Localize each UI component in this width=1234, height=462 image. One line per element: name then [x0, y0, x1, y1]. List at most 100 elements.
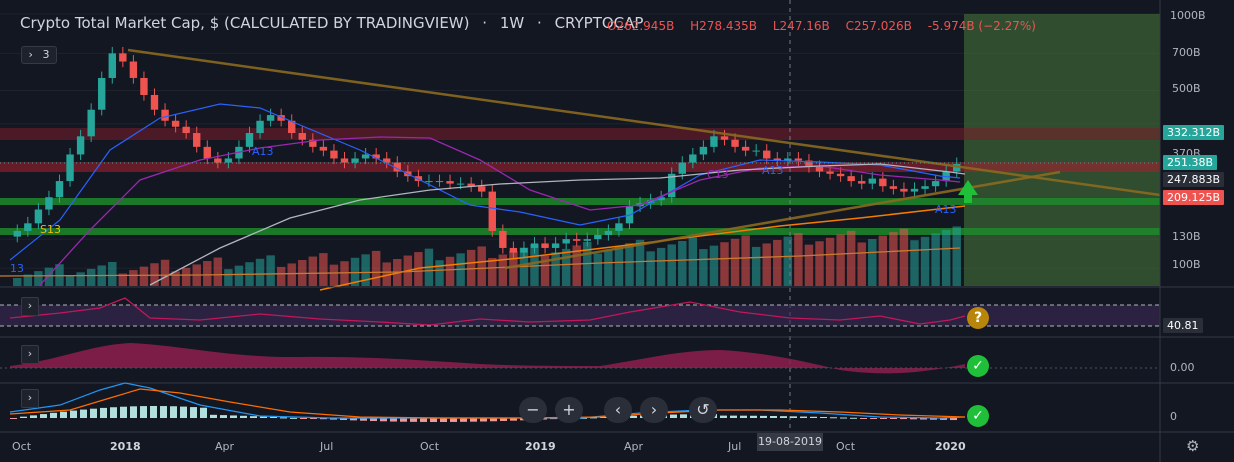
- candle-body: [76, 136, 85, 155]
- volume-bar: [266, 255, 275, 286]
- candle-body: [668, 173, 676, 198]
- macd-bar: [180, 406, 187, 418]
- macd-bar: [340, 418, 347, 421]
- chevron-right-icon: ›: [27, 347, 33, 360]
- volume-bar: [65, 275, 75, 286]
- price-tick: 130B: [1172, 230, 1201, 243]
- check-icon[interactable]: ✓: [967, 355, 989, 377]
- td-label: S13: [40, 223, 61, 236]
- macd-bar: [680, 414, 687, 418]
- candle-body: [435, 181, 444, 183]
- volume-bar: [593, 253, 603, 286]
- macd-bar: [250, 416, 257, 418]
- zoom-in-button[interactable]: +: [555, 397, 583, 423]
- candle-body: [720, 136, 729, 140]
- scroll-left-button[interactable]: ‹: [604, 397, 632, 423]
- candle-body: [24, 223, 32, 231]
- macd-bar: [840, 417, 847, 419]
- macd-bar: [490, 418, 497, 422]
- volume-bar: [857, 242, 866, 286]
- candle-body: [298, 133, 306, 140]
- volume-bar: [614, 246, 624, 286]
- high-label: H: [690, 19, 700, 33]
- volume-bar: [836, 234, 845, 286]
- time-axis-label: Jul: [320, 440, 334, 453]
- candlestick-series: [13, 46, 961, 259]
- momentum-pane-toggle[interactable]: ›: [21, 345, 39, 364]
- chevron-right-icon: ›: [28, 48, 33, 61]
- macd-bar: [120, 406, 127, 418]
- question-icon[interactable]: ?: [967, 307, 989, 329]
- interval-label[interactable]: 1W: [499, 14, 525, 32]
- macd-bar: [920, 418, 927, 420]
- volume-bar: [23, 274, 33, 286]
- candle-body: [87, 109, 95, 137]
- volume-bar: [635, 239, 645, 286]
- time-axis-label: Apr: [215, 440, 235, 453]
- candle-body: [193, 133, 201, 147]
- candle-body: [520, 247, 528, 253]
- check-icon[interactable]: ✓: [967, 405, 989, 427]
- reset-chart-button[interactable]: ↺: [689, 397, 717, 423]
- candle-body: [245, 133, 254, 147]
- low-label: L: [772, 19, 780, 33]
- candle-body: [340, 158, 349, 163]
- volume-bar: [920, 236, 930, 286]
- volume-bar: [899, 228, 909, 286]
- up-arrow-icon: [958, 180, 978, 203]
- macd-pane-toggle[interactable]: ›: [21, 389, 39, 408]
- macd-value: 0: [1170, 410, 1177, 423]
- macd-bar: [390, 418, 397, 422]
- volume-bar: [350, 257, 360, 286]
- volume-bar: [741, 235, 750, 286]
- td-label: A13: [762, 164, 784, 177]
- macd-bar: [760, 415, 767, 418]
- macd-bar: [210, 414, 217, 418]
- volume-bar: [699, 249, 708, 286]
- close-value: 257.026B: [854, 19, 912, 33]
- candle-body: [288, 120, 296, 134]
- candle-body: [351, 158, 359, 163]
- indicator-count: 3: [42, 48, 50, 61]
- candle-body: [98, 77, 106, 110]
- price-tag-209: 209.125B: [1163, 190, 1225, 205]
- td-label: C13: [707, 168, 729, 181]
- volume-bar: [139, 266, 149, 286]
- candle-body: [372, 154, 380, 159]
- macd-bar: [230, 415, 237, 418]
- macd-bar: [350, 418, 357, 421]
- high-value: 278.435B: [699, 19, 758, 33]
- time-axis-label: 2019: [525, 440, 556, 453]
- candle-body: [689, 154, 697, 163]
- zoom-out-button[interactable]: −: [519, 397, 547, 423]
- volume-bar: [276, 266, 286, 286]
- price-tag-251: 251.38B: [1163, 155, 1218, 170]
- low-value: 247.16B: [779, 19, 830, 33]
- rsi-value-tag: 40.81: [1163, 318, 1203, 333]
- price-tick: 700B: [1172, 46, 1201, 59]
- candle-body: [256, 120, 264, 134]
- candle-body: [794, 158, 803, 161]
- scroll-right-button[interactable]: ›: [640, 397, 668, 423]
- candle-body: [13, 230, 21, 237]
- volume-bar: [255, 258, 265, 286]
- volume-bar: [646, 251, 655, 286]
- candle-body: [499, 230, 507, 248]
- candle-body: [678, 162, 686, 174]
- macd-bar: [70, 410, 77, 418]
- macd-bar: [280, 417, 287, 419]
- candle-body: [921, 186, 929, 189]
- indicators-toggle-button[interactable]: › 3: [21, 46, 57, 64]
- time-axis-label: Oct: [836, 440, 856, 453]
- macd-bar: [790, 416, 797, 418]
- candle-body: [467, 183, 475, 187]
- macd-bar: [90, 408, 97, 418]
- resistance-band: [0, 128, 1160, 140]
- macd-bar: [410, 418, 417, 422]
- candle-body: [277, 115, 285, 121]
- macd-bar: [820, 417, 827, 419]
- gear-icon[interactable]: ⚙: [1186, 437, 1200, 455]
- rsi-pane-toggle[interactable]: ›: [21, 297, 39, 316]
- macd-bar: [80, 409, 87, 418]
